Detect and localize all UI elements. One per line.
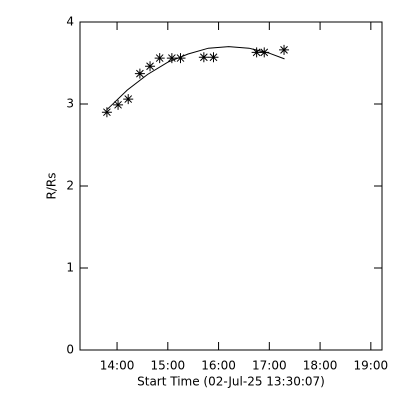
x-axis-label: Start Time (02-Jul-25 13:30:07) — [137, 375, 325, 389]
y-tick-label: 0 — [66, 343, 74, 357]
point — [113, 99, 124, 110]
point — [279, 44, 290, 55]
y-axis-label: R/Rs — [45, 173, 59, 200]
point — [251, 47, 262, 58]
point — [175, 53, 186, 64]
point — [259, 47, 270, 58]
x-tick-label: 15:00 — [151, 359, 186, 373]
y-tick-label: 1 — [66, 261, 74, 275]
point — [134, 68, 145, 79]
point — [198, 52, 209, 63]
plot-frame — [79, 21, 383, 351]
x-tick-label: 16:00 — [201, 359, 236, 373]
y-tick-label: 3 — [66, 97, 74, 111]
x-tick-label: 19:00 — [354, 359, 389, 373]
x-tick-label: 18:00 — [303, 359, 338, 373]
x-tick-label: 14:00 — [100, 359, 135, 373]
x-tick-label: 17:00 — [252, 359, 287, 373]
point — [154, 53, 165, 64]
y-tick-label: 4 — [66, 15, 74, 29]
point — [123, 94, 134, 105]
point — [145, 61, 156, 72]
point — [208, 52, 219, 63]
point — [166, 53, 177, 64]
fit-line — [106, 46, 285, 111]
y-tick-label: 2 — [66, 179, 74, 193]
point — [101, 107, 112, 118]
